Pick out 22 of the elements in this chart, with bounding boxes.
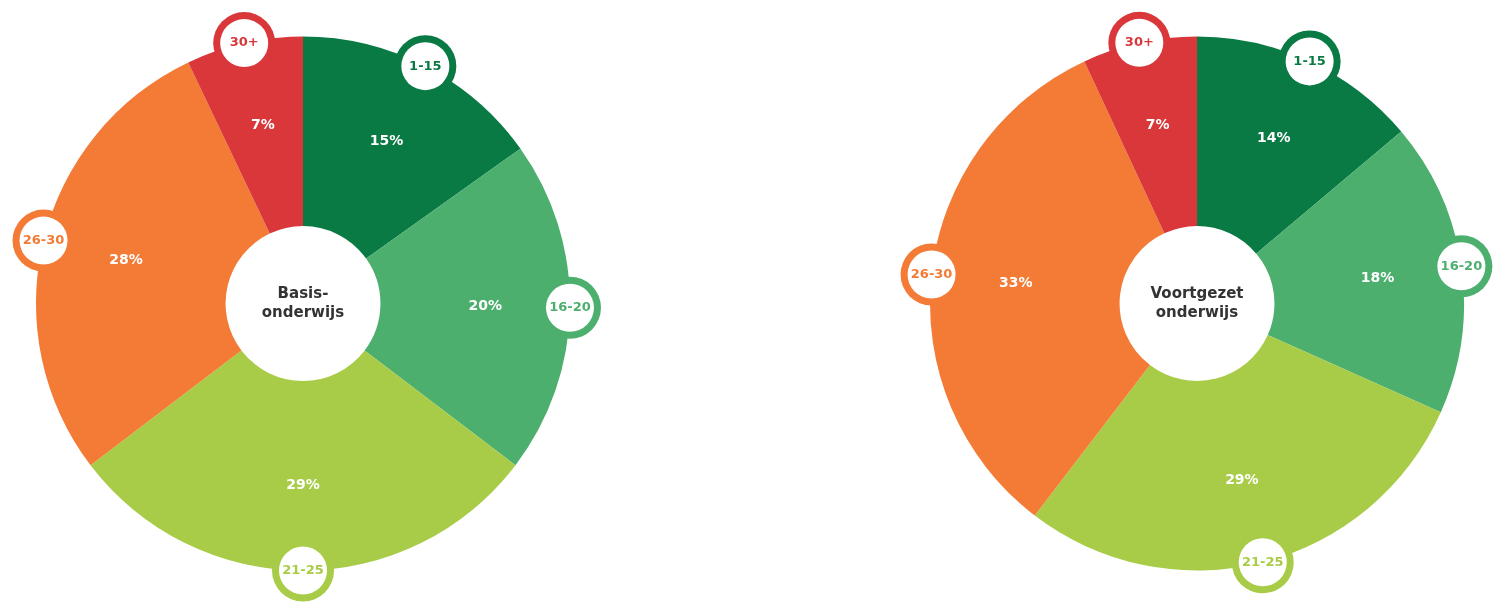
data-label: 28%: [109, 251, 143, 268]
slice-label: 16-20: [549, 299, 591, 315]
slice-label: 21-25: [282, 561, 324, 577]
data-label: 15%: [369, 132, 404, 149]
slice-label: 1-15: [409, 57, 442, 73]
data-label: 14%: [1257, 128, 1291, 145]
slice-label: 1-15: [1293, 52, 1326, 68]
slice-label: 21-25: [1241, 553, 1284, 569]
slice-label: 26-30: [22, 231, 65, 247]
data-label: 18%: [1360, 268, 1395, 285]
data-label: 29%: [1225, 470, 1259, 487]
data-label: 7%: [250, 116, 275, 133]
data-label: 33%: [999, 274, 1033, 291]
data-label: 20%: [468, 297, 502, 314]
data-label: 7%: [1145, 116, 1170, 133]
slice-label: 30+: [229, 34, 259, 50]
text: Basis-onderwijs: [261, 283, 345, 321]
slice-label: 16-20: [1440, 257, 1483, 273]
data-label: 29%: [286, 476, 320, 493]
slice-label: 26-30: [910, 265, 953, 281]
slice-label: 30+: [1124, 34, 1154, 50]
text: Voortgezet onderwijs: [1150, 283, 1244, 321]
